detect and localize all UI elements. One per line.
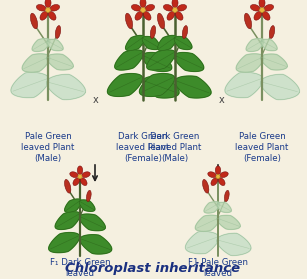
- Ellipse shape: [220, 172, 228, 177]
- Polygon shape: [174, 37, 192, 49]
- Circle shape: [45, 8, 50, 13]
- Ellipse shape: [49, 11, 56, 20]
- Ellipse shape: [251, 4, 260, 11]
- Polygon shape: [142, 53, 172, 71]
- Ellipse shape: [259, 0, 265, 8]
- Polygon shape: [236, 54, 264, 72]
- Polygon shape: [246, 39, 264, 51]
- Ellipse shape: [208, 172, 216, 177]
- Ellipse shape: [145, 4, 155, 11]
- Ellipse shape: [218, 178, 225, 186]
- Ellipse shape: [177, 4, 187, 11]
- Text: Chloroplast inheritance: Chloroplast inheritance: [65, 262, 241, 275]
- Ellipse shape: [182, 26, 188, 39]
- Polygon shape: [143, 76, 179, 98]
- Text: Pale Green
leaved Plant
(Male): Pale Green leaved Plant (Male): [21, 132, 75, 163]
- Polygon shape: [47, 54, 73, 70]
- Ellipse shape: [70, 172, 78, 177]
- Polygon shape: [47, 39, 63, 51]
- Ellipse shape: [269, 26, 275, 39]
- Ellipse shape: [167, 11, 175, 20]
- Polygon shape: [79, 214, 105, 231]
- Ellipse shape: [80, 178, 87, 186]
- Ellipse shape: [163, 4, 173, 11]
- Polygon shape: [261, 54, 287, 70]
- Polygon shape: [195, 215, 220, 231]
- Polygon shape: [115, 50, 143, 70]
- Polygon shape: [225, 72, 263, 98]
- Ellipse shape: [143, 11, 151, 20]
- Ellipse shape: [203, 179, 209, 193]
- Ellipse shape: [262, 11, 270, 20]
- Circle shape: [173, 8, 177, 13]
- Polygon shape: [142, 37, 160, 49]
- Polygon shape: [185, 232, 219, 254]
- Ellipse shape: [175, 11, 183, 20]
- Ellipse shape: [264, 4, 274, 11]
- Text: Pale Green
leaved Plant
(Female): Pale Green leaved Plant (Female): [235, 132, 289, 163]
- Polygon shape: [32, 39, 50, 51]
- Text: F₁ Dark Green
leaved: F₁ Dark Green leaved: [50, 258, 110, 278]
- Ellipse shape: [64, 179, 71, 193]
- Polygon shape: [204, 202, 220, 213]
- Polygon shape: [139, 74, 174, 96]
- Polygon shape: [175, 76, 211, 98]
- Ellipse shape: [172, 0, 178, 8]
- Ellipse shape: [55, 26, 61, 39]
- Ellipse shape: [45, 0, 51, 8]
- Circle shape: [141, 8, 146, 13]
- Ellipse shape: [131, 4, 141, 11]
- Ellipse shape: [224, 190, 229, 202]
- Ellipse shape: [150, 26, 156, 39]
- Polygon shape: [217, 215, 240, 229]
- Text: Dark Green
leaved Plant
(Female): Dark Green leaved Plant (Female): [116, 132, 170, 163]
- Ellipse shape: [254, 11, 262, 20]
- Polygon shape: [11, 72, 49, 98]
- Polygon shape: [217, 233, 251, 256]
- Circle shape: [260, 8, 264, 13]
- Circle shape: [78, 174, 82, 179]
- Polygon shape: [22, 54, 50, 72]
- Ellipse shape: [140, 0, 146, 8]
- Polygon shape: [80, 235, 112, 254]
- Polygon shape: [147, 50, 175, 70]
- Ellipse shape: [244, 13, 252, 29]
- Ellipse shape: [215, 166, 221, 175]
- Ellipse shape: [30, 13, 37, 29]
- Polygon shape: [217, 202, 231, 212]
- Polygon shape: [107, 74, 142, 96]
- Polygon shape: [261, 39, 277, 51]
- Text: x: x: [93, 95, 99, 105]
- Ellipse shape: [87, 190, 91, 202]
- Polygon shape: [157, 35, 177, 50]
- Polygon shape: [126, 35, 144, 50]
- Polygon shape: [65, 199, 81, 212]
- Circle shape: [216, 174, 220, 179]
- Ellipse shape: [157, 13, 165, 29]
- Ellipse shape: [125, 13, 133, 29]
- Ellipse shape: [211, 178, 218, 186]
- Ellipse shape: [37, 4, 46, 11]
- Text: x: x: [219, 95, 225, 105]
- Ellipse shape: [77, 166, 83, 175]
- Text: Dark Green
leaved Plant
(Male): Dark Green leaved Plant (Male): [148, 132, 202, 163]
- Text: F1 Pale Green
leaved: F1 Pale Green leaved: [188, 258, 248, 278]
- Polygon shape: [55, 212, 80, 229]
- Ellipse shape: [73, 178, 80, 186]
- Ellipse shape: [50, 4, 60, 11]
- Polygon shape: [261, 74, 299, 100]
- Polygon shape: [47, 74, 85, 100]
- Ellipse shape: [135, 11, 142, 20]
- Polygon shape: [79, 200, 95, 211]
- Polygon shape: [174, 53, 204, 71]
- Ellipse shape: [82, 172, 90, 177]
- Ellipse shape: [40, 11, 48, 20]
- Polygon shape: [49, 233, 80, 252]
